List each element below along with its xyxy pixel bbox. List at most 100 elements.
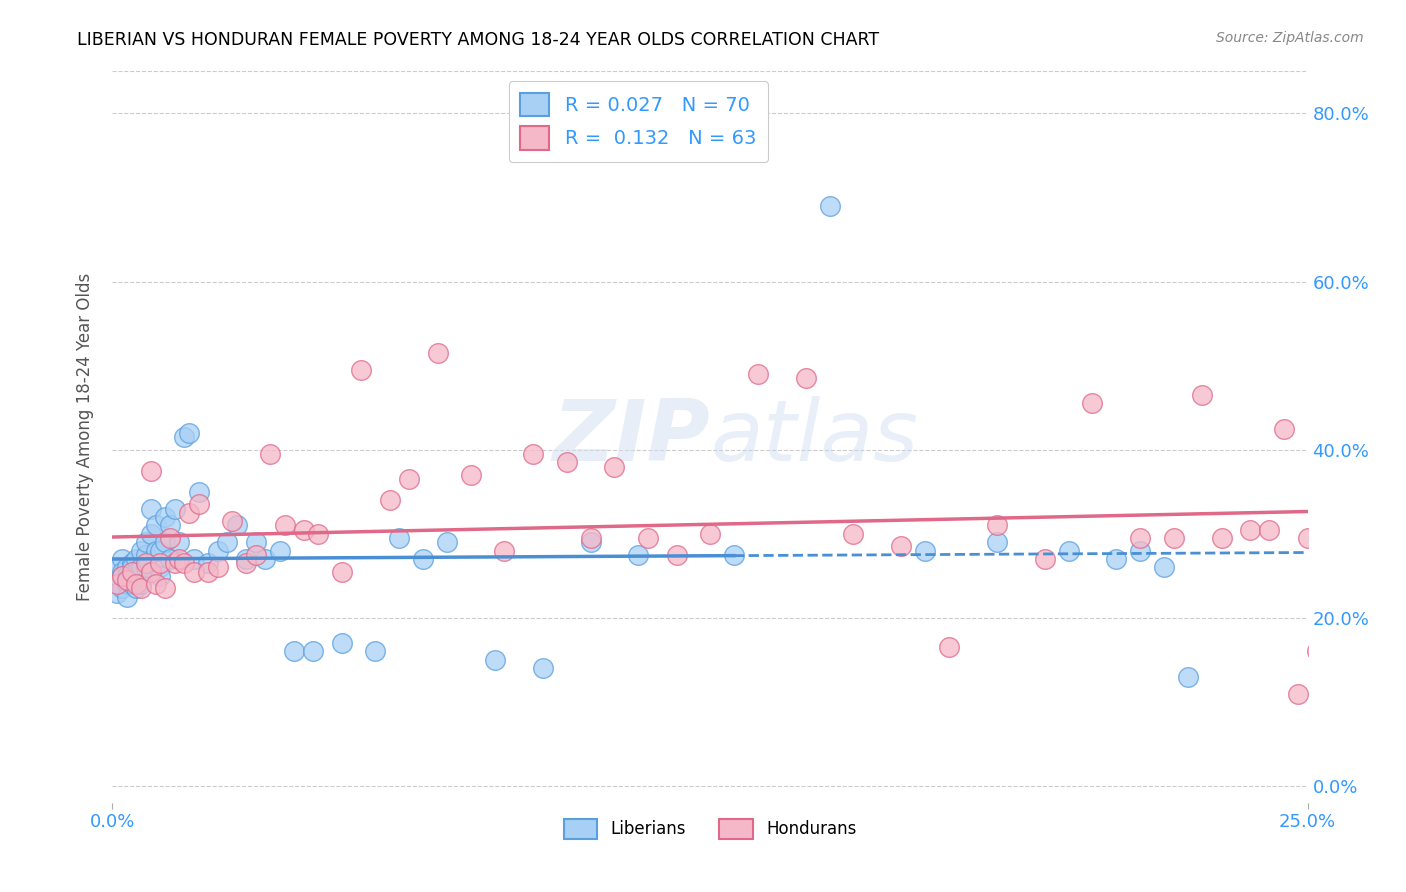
Legend: Liberians, Hondurans: Liberians, Hondurans — [557, 812, 863, 846]
Point — [207, 543, 229, 558]
Point — [522, 447, 544, 461]
Point — [460, 467, 482, 482]
Point — [555, 455, 578, 469]
Point — [364, 644, 387, 658]
Point — [1316, 476, 1339, 491]
Point — [153, 535, 176, 549]
Point — [1105, 552, 1128, 566]
Point — [149, 556, 172, 570]
Point — [350, 363, 373, 377]
Point — [169, 535, 191, 549]
Point — [283, 644, 305, 658]
Point — [121, 556, 143, 570]
Point — [1163, 531, 1185, 545]
Point — [302, 644, 325, 658]
Point — [173, 556, 195, 570]
Point — [1153, 560, 1175, 574]
Point — [121, 573, 143, 587]
Point — [245, 535, 267, 549]
Point — [169, 552, 191, 566]
Point — [436, 535, 458, 549]
Point — [1129, 531, 1152, 545]
Point — [135, 535, 157, 549]
Point — [269, 543, 291, 558]
Point — [149, 543, 172, 558]
Point — [125, 552, 148, 566]
Point — [254, 552, 277, 566]
Point — [412, 552, 434, 566]
Point — [115, 577, 138, 591]
Point — [747, 367, 769, 381]
Point — [1258, 523, 1281, 537]
Point — [111, 565, 134, 579]
Point — [221, 514, 243, 528]
Point — [603, 459, 626, 474]
Point — [105, 560, 128, 574]
Point — [197, 556, 219, 570]
Point — [225, 518, 247, 533]
Point — [259, 447, 281, 461]
Point — [145, 543, 167, 558]
Point — [426, 346, 449, 360]
Point — [1081, 396, 1104, 410]
Text: atlas: atlas — [710, 395, 918, 479]
Point — [187, 484, 209, 499]
Text: LIBERIAN VS HONDURAN FEMALE POVERTY AMONG 18-24 YEAR OLDS CORRELATION CHART: LIBERIAN VS HONDURAN FEMALE POVERTY AMON… — [77, 31, 880, 49]
Point — [1310, 405, 1333, 419]
Point — [153, 510, 176, 524]
Point — [111, 569, 134, 583]
Point — [125, 577, 148, 591]
Point — [145, 518, 167, 533]
Point — [235, 556, 257, 570]
Point — [986, 535, 1008, 549]
Point — [292, 523, 315, 537]
Point — [135, 548, 157, 562]
Point — [197, 565, 219, 579]
Point — [153, 582, 176, 596]
Point — [163, 556, 186, 570]
Point — [139, 565, 162, 579]
Point — [818, 199, 841, 213]
Y-axis label: Female Poverty Among 18-24 Year Olds: Female Poverty Among 18-24 Year Olds — [76, 273, 94, 601]
Point — [378, 493, 401, 508]
Point — [235, 552, 257, 566]
Point — [1033, 552, 1056, 566]
Point — [627, 548, 650, 562]
Point — [159, 531, 181, 545]
Point — [183, 552, 205, 566]
Point — [531, 661, 554, 675]
Point — [914, 543, 936, 558]
Point — [207, 560, 229, 574]
Point — [111, 569, 134, 583]
Point — [388, 531, 411, 545]
Point — [111, 552, 134, 566]
Point — [111, 582, 134, 596]
Point — [637, 531, 659, 545]
Point — [398, 472, 420, 486]
Point — [842, 526, 865, 541]
Point — [125, 582, 148, 596]
Point — [183, 565, 205, 579]
Point — [890, 540, 912, 554]
Point — [330, 636, 353, 650]
Point — [105, 585, 128, 599]
Point — [1057, 543, 1080, 558]
Point — [129, 582, 152, 596]
Point — [121, 577, 143, 591]
Point — [579, 535, 602, 549]
Point — [1306, 644, 1329, 658]
Point — [1310, 653, 1333, 667]
Point — [1272, 422, 1295, 436]
Point — [217, 535, 239, 549]
Point — [1286, 686, 1309, 700]
Point — [135, 560, 157, 574]
Point — [125, 565, 148, 579]
Point — [129, 577, 152, 591]
Point — [159, 518, 181, 533]
Point — [177, 425, 200, 440]
Point — [145, 577, 167, 591]
Point — [125, 569, 148, 583]
Point — [1129, 543, 1152, 558]
Point — [1296, 531, 1319, 545]
Point — [1211, 531, 1233, 545]
